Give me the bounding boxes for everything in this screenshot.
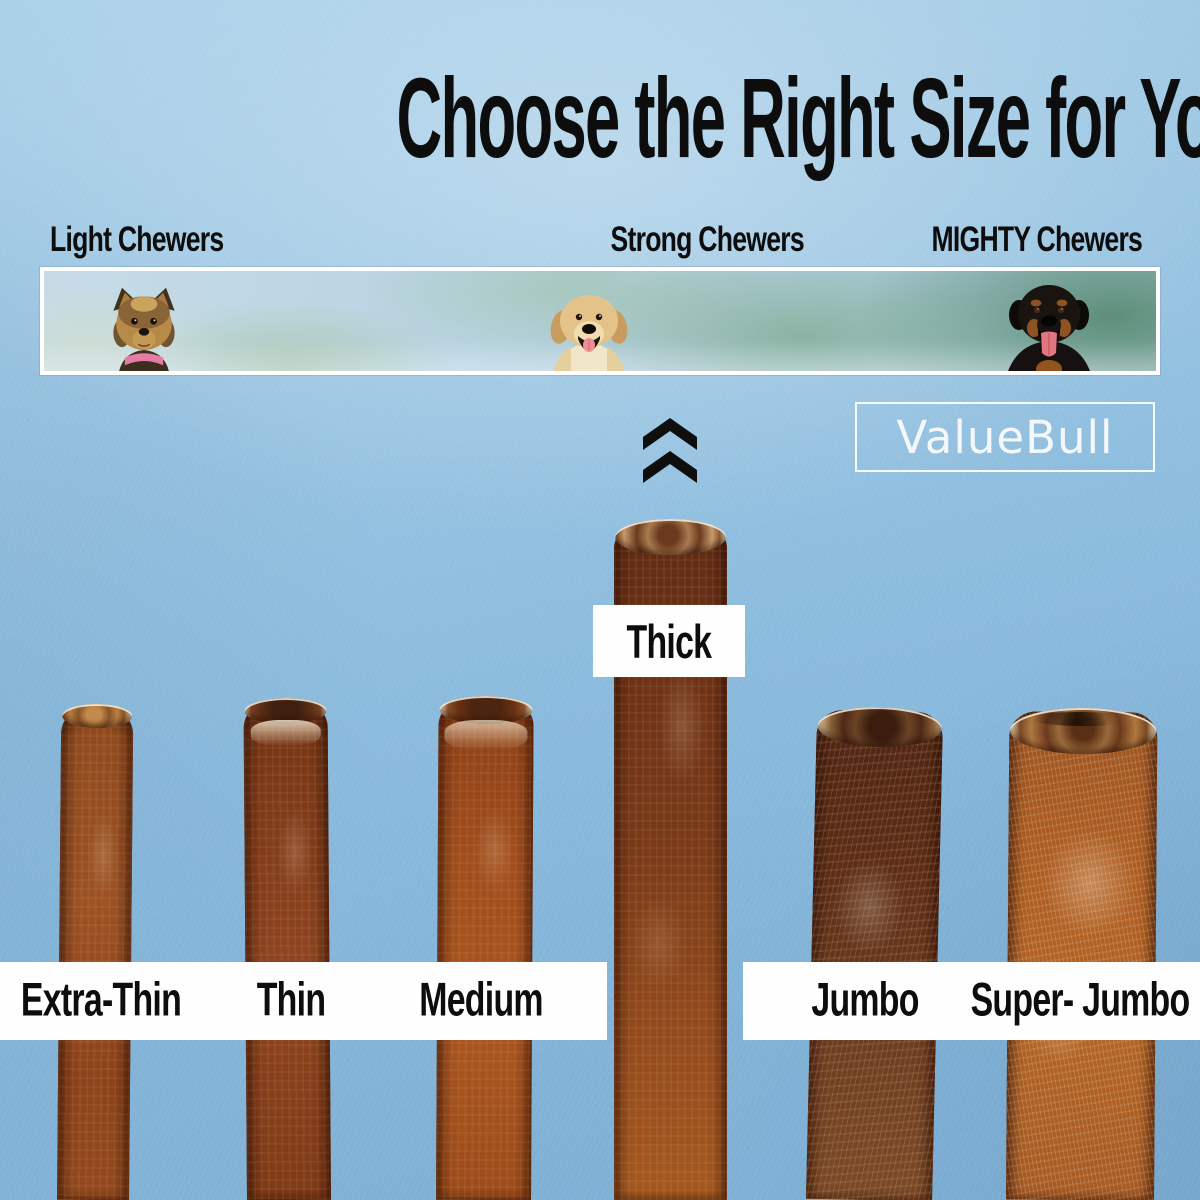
bully-stick-super-jumbo <box>1006 707 1158 1200</box>
size-label-medium: Medium <box>419 972 543 1026</box>
rottweiler-image <box>1008 285 1090 371</box>
bully-stick-jumbo <box>806 705 944 1200</box>
banner-photo <box>44 271 1156 371</box>
bully-stick-thin <box>243 697 331 1200</box>
chewer-label-light: Light Chewers <box>50 220 224 259</box>
size-label-jumbo: Jumbo <box>811 972 919 1026</box>
yorkshire-terrier-image <box>113 287 175 371</box>
double-chevron-up-icon <box>643 418 697 483</box>
size-label-super-jumbo: Super- Jumbo <box>970 972 1191 1026</box>
size-label-box-thick: Thick <box>593 605 745 677</box>
brand-name: ValueBull <box>896 410 1114 464</box>
size-label-extra-thin: Extra-Thin <box>20 972 182 1026</box>
labrador-retriever-image <box>550 295 628 371</box>
chewer-labels-row: Light Chewers Strong Chewers MIGHTY Chew… <box>50 220 1143 259</box>
valuebull-logo: ValueBull <box>855 402 1155 472</box>
chewer-label-mighty: MIGHTY Chewers <box>931 220 1142 259</box>
page-title: Choose the Right Size for Your Dog <box>396 55 1200 181</box>
chewer-label-strong: Strong Chewers <box>610 220 804 259</box>
dog-banner <box>40 267 1160 375</box>
size-label-bar-left: Extra-Thin Thin Medium <box>0 962 607 1040</box>
size-label-thick: Thick <box>626 614 713 668</box>
bully-stick-medium <box>436 695 534 1200</box>
size-label-bar-right: Jumbo Super- Jumbo <box>743 962 1200 1040</box>
bully-stick-extra-thin <box>57 703 134 1200</box>
size-label-thin: Thin <box>256 972 326 1026</box>
